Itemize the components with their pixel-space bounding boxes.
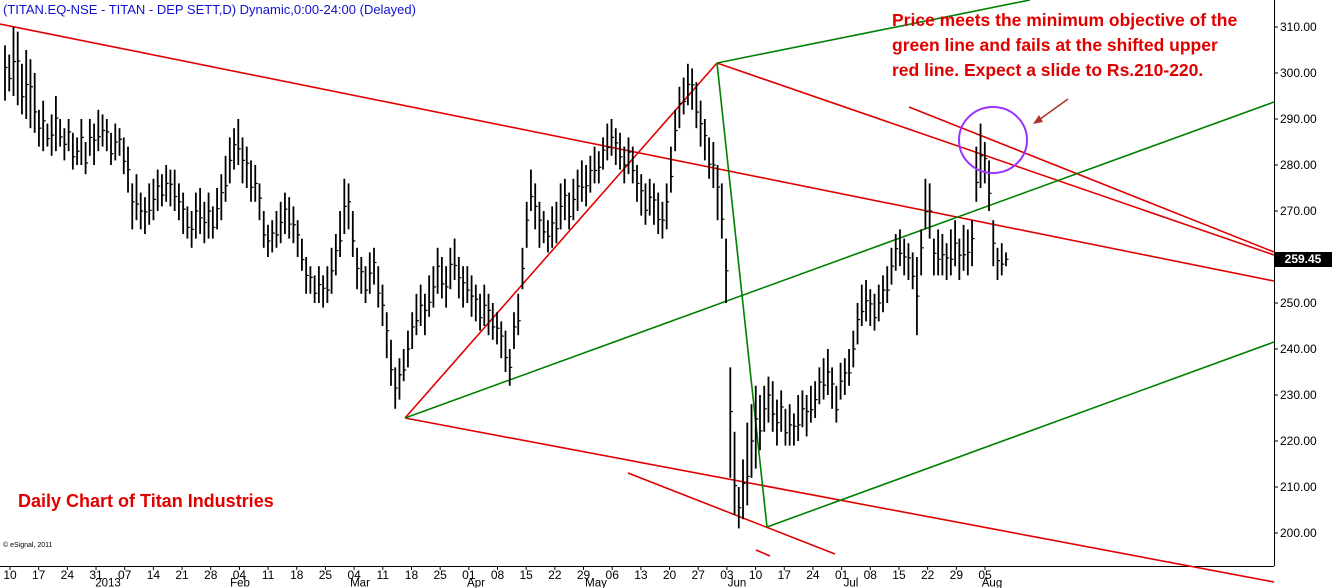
red-trendline [716,62,1275,256]
price-bars [4,27,1009,529]
date-tick-label: 06 [606,568,620,582]
month-label: Apr [467,578,485,588]
price-tick-label: 280.00 [1280,158,1317,172]
date-tick-label: 27 [692,568,706,582]
trendlines [0,0,1275,583]
annotation-arrowhead [1033,115,1043,124]
price-tick-label: 290.00 [1280,112,1317,126]
date-tick-label: 08 [864,568,878,582]
red-trendline [627,472,836,555]
date-tick-label: 17 [778,568,792,582]
price-tick-label: 300.00 [1280,66,1317,80]
date-tick-label: 01 [462,568,476,582]
month-label: Feb [230,578,250,588]
red-trendline [908,106,1275,253]
date-tick-label: 01 [835,568,849,582]
date-axis: 10 17 24 31 07 14 21 28 04 11 18 25 04 11 18 25 01 08 15 22… [3,566,1002,588]
date-tick-label: 10 [3,568,17,582]
chart-grid [0,0,1275,567]
highlight-circle [958,106,1028,174]
copyright-text: © eSignal, 2011 [3,542,53,549]
green-trendline [716,0,1031,64]
date-tick-label: 18 [290,568,304,582]
date-tick-label: 13 [634,568,648,582]
green-trendline [716,62,768,528]
price-tick-label: 230.00 [1280,388,1317,402]
date-tick-label: 04 [233,568,247,582]
chart-header-title: (TITAN.EQ-NSE - TITAN - DEP SETT,D) Dyna… [3,2,416,17]
date-tick-label: 15 [892,568,906,582]
price-tick-label: 310.00 [1280,20,1317,34]
last-price-label: 259.45 [1274,252,1332,267]
date-tick-label: 08 [491,568,505,582]
date-tick-label: 21 [175,568,189,582]
month-label: Jul [844,578,859,588]
date-tick-label: 25 [433,568,447,582]
date-tick-label: 11 [262,568,275,582]
annotation-arrow [1035,98,1069,123]
date-tick-label: 29 [577,568,591,582]
chart-caption: Daily Chart of Titan Industries [18,491,274,511]
date-tick-label: 22 [548,568,562,582]
date-tick-label: 22 [921,568,935,582]
month-label: 2013 [95,578,121,588]
month-label: Aug [982,578,1002,588]
price-tick-label: 240.00 [1280,342,1317,356]
price-tick-label: 210.00 [1280,480,1317,494]
date-tick-label: 24 [806,568,820,582]
price-tick-label: 250.00 [1280,296,1317,310]
red-trendline [404,62,718,419]
date-tick-label: 31 [89,568,103,582]
date-tick-label: 03 [720,568,734,582]
price-tick-label: 220.00 [1280,434,1317,448]
date-tick-label: 10 [749,568,763,582]
date-tick-label: 14 [147,568,161,582]
green-trendline [404,101,1275,419]
month-label: May [585,578,607,588]
green-trendline [766,341,1275,528]
red-trendline [0,23,1275,282]
date-tick-label: 17 [32,568,46,582]
date-tick-label: 20 [663,568,677,582]
price-tick-label: 200.00 [1280,526,1317,540]
month-label: Jun [728,578,747,588]
price-tick-label: 270.00 [1280,204,1317,218]
date-tick-label: 24 [61,568,75,582]
date-tick-label: 25 [319,568,333,582]
annotation-marks [958,98,1069,174]
date-tick-label: 11 [377,568,390,582]
annotation-text: Price meets the minimum objective of the… [892,10,1238,80]
date-tick-label: 05 [978,568,992,582]
date-tick-label: 07 [118,568,132,582]
date-tick-label: 18 [405,568,419,582]
date-tick-label: 04 [347,568,361,582]
date-tick-label: 15 [519,568,533,582]
red-trendline [755,549,771,557]
month-label: Mar [350,578,370,588]
date-tick-label: 28 [204,568,218,582]
date-tick-label: 29 [950,568,964,582]
